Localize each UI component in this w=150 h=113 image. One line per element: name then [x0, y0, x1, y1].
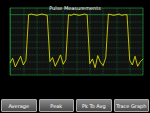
html-text:Pk To Avg: Pk To Avg	[81, 102, 106, 109]
html-text:Peak: Peak	[50, 102, 63, 109]
svg-text:Pulse Measurements: Pulse Measurements	[49, 5, 101, 11]
html-text:Trace Graph: Trace Graph	[116, 102, 147, 109]
html-text:Average: Average	[8, 102, 29, 109]
